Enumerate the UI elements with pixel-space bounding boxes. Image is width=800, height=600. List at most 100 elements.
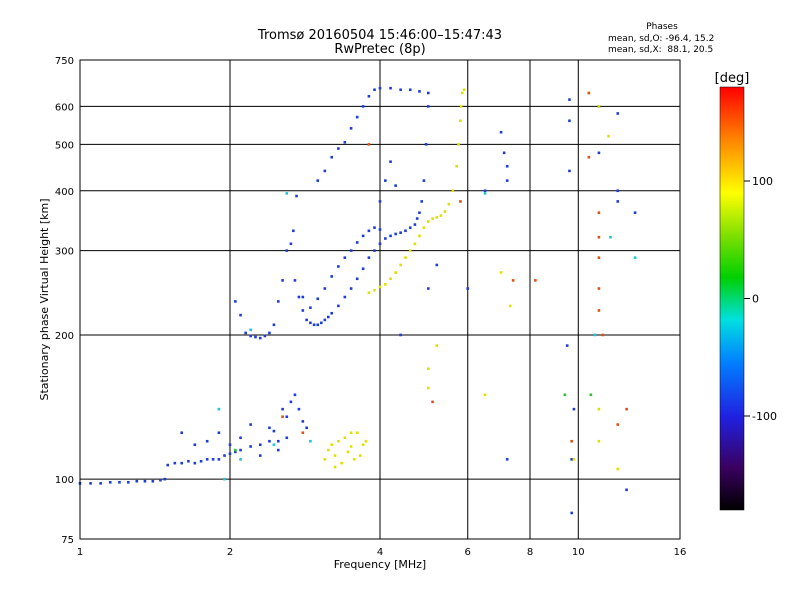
- data-point-o: [330, 275, 334, 278]
- data-point-o: [193, 461, 197, 465]
- data-point-o: [343, 256, 347, 259]
- data-point-x: [459, 119, 462, 123]
- data-point-o: [330, 311, 334, 315]
- y-tick-label: 200: [55, 331, 74, 342]
- chart-subtitle: RwPretec (8p): [334, 42, 426, 57]
- x-tick-label: 1: [77, 547, 83, 558]
- plot-frame: [79, 59, 681, 540]
- data-point-o: [276, 300, 280, 303]
- data-point-green: [589, 393, 593, 397]
- data-point-o: [305, 318, 308, 322]
- data-point-o: [505, 179, 509, 182]
- data-point-noise: [587, 155, 591, 159]
- data-point-o: [616, 200, 620, 203]
- stats-x-line: mean, sd,X: 88.1, 20.5: [608, 45, 714, 55]
- data-point-x: [447, 202, 451, 206]
- data-point-o: [343, 295, 347, 299]
- data-point-x: [349, 431, 353, 435]
- data-point-o: [228, 443, 232, 447]
- x-tick-label: 10: [572, 547, 585, 558]
- data-point-x: [426, 367, 430, 371]
- data-point-o: [327, 315, 330, 319]
- data-point-o: [285, 436, 289, 440]
- data-point-o: [323, 169, 327, 173]
- data-point-x: [367, 291, 371, 295]
- data-point-noise: [511, 279, 515, 282]
- data-point-o: [408, 226, 412, 229]
- data-point-o: [187, 459, 190, 463]
- data-point-o: [258, 454, 262, 457]
- colorbar: [719, 86, 745, 511]
- data-point-o: [268, 426, 271, 430]
- data-point-x: [384, 283, 387, 286]
- data-point-o: [239, 448, 242, 452]
- data-point-o: [572, 407, 576, 411]
- data-point-cyan: [249, 328, 252, 332]
- data-point-o: [301, 309, 305, 312]
- data-point-noise: [597, 256, 601, 259]
- y-tick-label: 500: [55, 140, 74, 151]
- data-point-o: [355, 241, 359, 244]
- data-point-o: [239, 313, 242, 317]
- x-tick-label: 8: [527, 547, 533, 558]
- data-point-o: [305, 426, 308, 430]
- data-point-o: [234, 450, 237, 454]
- data-point-o: [249, 334, 252, 338]
- data-point-o: [502, 151, 506, 155]
- data-point-o: [343, 140, 347, 144]
- x-tick-label: 2: [227, 547, 233, 558]
- data-point-x: [607, 134, 610, 138]
- data-point-o: [89, 482, 92, 485]
- data-point-o: [180, 431, 184, 435]
- data-point-x: [451, 189, 455, 193]
- data-point-o: [367, 94, 371, 98]
- data-point-noise: [367, 143, 371, 146]
- data-point-o: [292, 229, 295, 233]
- y-tick-label: 75: [61, 535, 74, 546]
- x-tick-label: 4: [377, 547, 383, 558]
- x-axis-label: Frequency [MHz]: [334, 558, 426, 571]
- data-point-o: [616, 112, 620, 115]
- data-point-x: [349, 445, 353, 448]
- data-point-o: [349, 249, 353, 252]
- data-point-o: [426, 105, 430, 108]
- data-point-x: [616, 467, 620, 471]
- data-point-x: [373, 288, 376, 292]
- data-point-o: [205, 439, 209, 443]
- data-point-o: [293, 279, 297, 282]
- data-point-noise: [597, 309, 601, 312]
- data-point-o: [616, 189, 620, 193]
- data-point-o: [199, 459, 203, 463]
- data-point-o: [420, 200, 423, 203]
- data-point-x: [364, 439, 368, 443]
- data-point-o: [217, 431, 221, 435]
- data-point-o: [301, 420, 305, 423]
- data-point-o: [281, 407, 284, 411]
- y-tick-label: 100: [55, 475, 74, 486]
- data-point-x: [422, 226, 426, 229]
- data-point-o: [151, 479, 155, 483]
- data-point-o: [263, 334, 267, 338]
- data-point-o: [249, 445, 252, 448]
- data-point-x: [418, 234, 421, 238]
- data-point-x: [426, 386, 430, 390]
- data-point-o: [361, 105, 365, 108]
- data-point-o: [389, 234, 392, 238]
- data-point-o: [384, 237, 387, 240]
- data-point-o: [413, 223, 417, 226]
- data-point-o: [272, 429, 276, 433]
- data-point-o: [426, 91, 430, 95]
- x-tick-label: 6: [465, 547, 471, 558]
- data-point-x: [499, 271, 503, 274]
- data-point-cyan: [483, 192, 487, 195]
- data-point-x: [378, 285, 382, 289]
- data-point-o: [404, 229, 407, 233]
- data-point-o: [159, 478, 162, 482]
- data-point-o: [597, 151, 601, 155]
- data-point-o: [309, 321, 312, 325]
- data-point-o: [384, 179, 387, 182]
- data-point-noise: [597, 235, 601, 239]
- data-point-noise: [597, 211, 601, 214]
- data-point-o: [285, 415, 289, 419]
- data-point-o: [373, 226, 376, 229]
